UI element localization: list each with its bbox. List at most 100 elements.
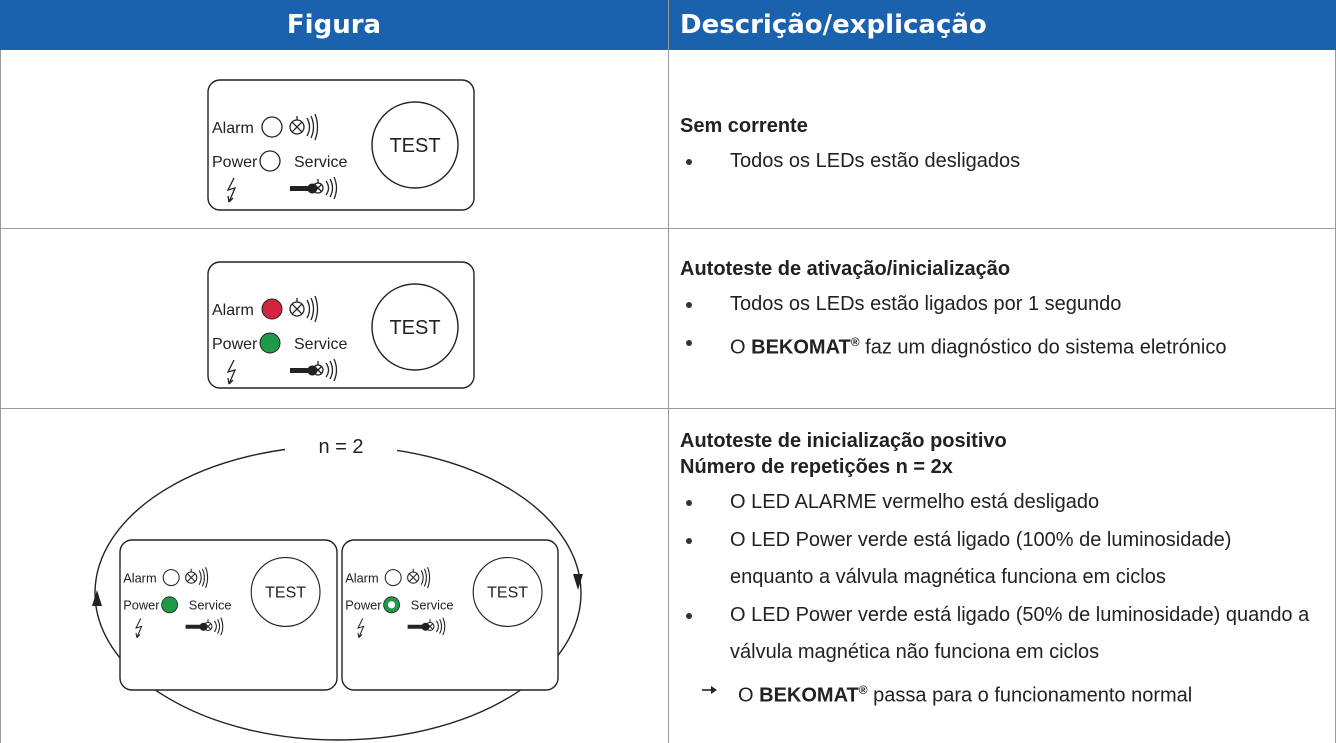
text-run: O <box>738 684 760 707</box>
text-run: O LED Power verde está ligado (50% de lu… <box>730 604 1310 663</box>
signal-wave <box>329 178 334 198</box>
power-led <box>259 332 281 354</box>
lightning-symbol <box>226 177 237 203</box>
lamp-cross <box>291 303 303 315</box>
text-run: ® <box>850 335 860 349</box>
wrench-symbol <box>185 622 208 631</box>
lightning-symbol <box>357 618 365 638</box>
column-divider <box>668 0 669 743</box>
text-run: Todos os LEDs estão desligados <box>730 150 1021 172</box>
service-label: Service <box>294 336 347 353</box>
text-run: BEKOMAT <box>751 336 851 359</box>
signal-wave <box>220 617 224 636</box>
power-label: Power <box>212 154 258 171</box>
signal-wave <box>198 570 202 586</box>
signal-wave <box>310 115 315 139</box>
alarm-label: Alarm <box>345 570 378 585</box>
wrench-symbol <box>290 365 318 376</box>
test-label: TEST <box>487 585 528 602</box>
signal-wave <box>325 362 330 378</box>
label-gap <box>285 432 397 458</box>
bullet-dot <box>686 500 692 506</box>
signal-wave <box>314 113 319 141</box>
alarm-label: Alarm <box>212 302 254 319</box>
text-run: passa para o funcionamento normal <box>867 684 1193 707</box>
row-title: Sem corrente <box>680 115 808 137</box>
bullet-item: Todos os LEDs estão desligados <box>680 143 1320 180</box>
signal-wave <box>329 360 334 380</box>
lightning-symbol <box>135 618 143 638</box>
cycle-arrow <box>573 574 583 590</box>
header-description: Descrição/explicação <box>680 10 987 40</box>
alarm-label: Alarm <box>123 570 156 585</box>
row-title: Número de repetições n = 2x <box>680 456 953 478</box>
power-label: Power <box>212 336 258 353</box>
cycle-label: n = 2 <box>318 436 363 458</box>
lamp-symbol <box>425 621 435 631</box>
bullet-item: O LED ALARME vermelho está desligado <box>680 484 1320 521</box>
lamp-symbol <box>203 621 213 631</box>
text-run: BEKOMAT <box>759 684 859 707</box>
alarm-label: Alarm <box>212 120 254 137</box>
lamp-cross <box>408 573 418 582</box>
signal-wave <box>205 567 209 589</box>
alarm-led <box>261 116 283 138</box>
test-button <box>250 557 321 627</box>
alarm-led <box>162 569 180 587</box>
signal-wave <box>213 620 217 633</box>
alarm-led <box>261 298 283 320</box>
test-label: TEST <box>389 317 440 339</box>
cycle-arrow <box>92 590 102 606</box>
figures: Alarm Power Service TEST Alarm Power Service TE… <box>92 79 583 741</box>
bullet-dot <box>686 159 692 165</box>
service-label: Service <box>411 598 454 613</box>
signal-wave <box>306 299 311 319</box>
lamp-cross <box>314 184 322 192</box>
text-run: O LED ALARME vermelho está desligado <box>730 491 1100 513</box>
service-label: Service <box>189 598 232 613</box>
panel-content: Alarm Power Service TEST <box>212 283 459 385</box>
text-run: ® <box>858 683 868 697</box>
lamp-cross <box>426 623 434 630</box>
table-border <box>0 50 1 743</box>
row-divider <box>0 408 1336 409</box>
power-led <box>259 150 281 172</box>
description: Autoteste de inicialização positivo Númer… <box>680 428 1320 715</box>
alarm-led <box>384 569 402 587</box>
signal-wave <box>310 297 315 321</box>
signal-wave <box>427 567 431 589</box>
description: Autoteste de ativação/inicialização Todos… <box>680 256 1320 367</box>
text-run: O LED Power verde está ligado (100% de l… <box>730 529 1232 588</box>
service-label: Service <box>294 154 347 171</box>
panel-content: Alarm Power Service TEST <box>123 557 321 638</box>
wrench-symbol <box>407 622 430 631</box>
lamp-cross <box>314 366 322 374</box>
panel-content: Alarm Power Service TEST <box>212 101 459 203</box>
test-button <box>371 283 459 371</box>
row-divider <box>0 228 1336 229</box>
power-label: Power <box>345 598 382 613</box>
power-led <box>161 596 179 614</box>
bullet-dot <box>686 340 692 346</box>
bullet-item: O BEKOMAT® faz um diagnóstico do sistema… <box>680 324 1320 367</box>
bullet-dot <box>686 538 692 544</box>
text-run: faz um diagnóstico do sistema eletrónico <box>859 336 1227 359</box>
signal-wave <box>420 570 424 586</box>
lamp-cross <box>186 573 196 582</box>
text-run: O <box>730 336 752 359</box>
signal-wave <box>333 358 338 382</box>
bullet-item: O LED Power verde está ligado (100% de l… <box>680 522 1320 596</box>
test-button <box>371 101 459 189</box>
lightning-symbol <box>226 359 237 385</box>
signal-wave <box>217 618 221 634</box>
test-label: TEST <box>389 135 440 157</box>
signal-wave <box>314 295 319 323</box>
signal-wave <box>439 618 443 634</box>
test-label: TEST <box>265 585 306 602</box>
lamp-cross <box>291 121 303 133</box>
panel-content: Alarm Power Service TEST <box>345 557 543 638</box>
row-title: Autoteste de ativação/inicialização <box>680 258 1011 280</box>
lamp-cross <box>204 623 212 630</box>
description: Sem corrente Todos os LEDs estão desligad… <box>680 113 1320 180</box>
